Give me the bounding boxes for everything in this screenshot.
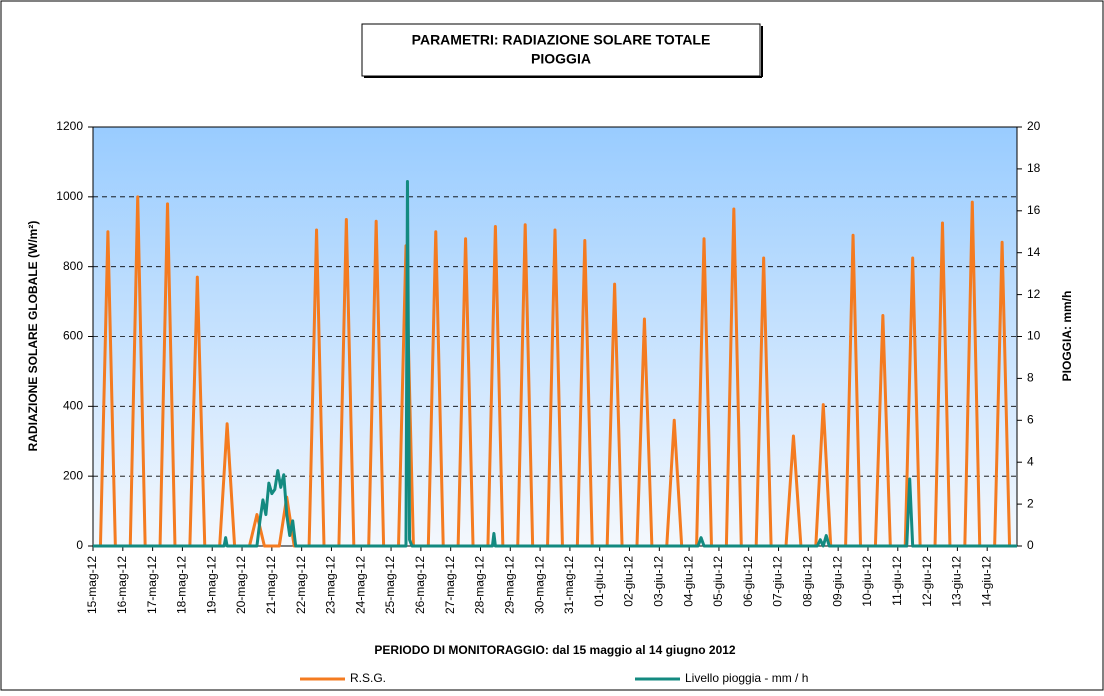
- x-tick-label: 18-mag-12: [175, 556, 189, 614]
- x-tick-label: 17-mag-12: [145, 556, 159, 614]
- y2-tick-label: 20: [1027, 119, 1041, 133]
- x-tick-label: 20-mag-12: [234, 556, 248, 614]
- y-tick-label: 600: [63, 329, 83, 343]
- chart-title: PIOGGIA: [531, 51, 591, 67]
- x-tick-label: 02-giu-12: [622, 556, 636, 607]
- series-line: [93, 179, 1017, 548]
- chart-title: PARAMETRI: RADIAZIONE SOLARE TOTALE: [412, 32, 711, 48]
- x-tick-label: 16-mag-12: [115, 556, 129, 614]
- x-tick-label: 29-mag-12: [502, 556, 516, 614]
- x-tick-label: 12-giu-12: [920, 556, 934, 607]
- y2-axis-title: PIOGGIA: mm/h: [1060, 291, 1074, 382]
- y-tick-label: 1200: [56, 119, 83, 133]
- x-tick-label: 01-giu-12: [592, 556, 606, 607]
- x-tick-label: 03-giu-12: [651, 556, 665, 607]
- title-box: [361, 23, 761, 77]
- x-tick-label: 06-giu-12: [741, 556, 755, 607]
- y2-tick-label: 0: [1027, 538, 1034, 552]
- x-tick-label: 14-giu-12: [979, 556, 993, 607]
- x-tick-label: 26-mag-12: [413, 556, 427, 614]
- y2-tick-label: 6: [1027, 412, 1034, 426]
- x-tick-label: 24-mag-12: [353, 556, 367, 614]
- series-line: [98, 195, 1012, 548]
- legend-label: Livello pioggia - mm / h: [685, 671, 808, 685]
- x-tick-label: 22-mag-12: [294, 556, 308, 614]
- y-tick-label: 200: [63, 468, 83, 482]
- x-tick-label: 11-giu-12: [890, 556, 904, 606]
- x-tick-label: 07-giu-12: [771, 556, 785, 607]
- x-tick-label: 09-giu-12: [830, 556, 844, 607]
- legend: R.S.G. Livello pioggia - mm / h: [300, 671, 808, 685]
- y2-tick-label: 16: [1027, 203, 1041, 217]
- x-tick-label: 30-mag-12: [532, 556, 546, 614]
- y2-tick-label: 12: [1027, 287, 1041, 301]
- x-tick-label: 23-mag-12: [324, 556, 338, 614]
- y2-tick-label: 10: [1027, 329, 1041, 343]
- x-tick-label: 27-mag-12: [443, 556, 457, 614]
- y2-tick-label: 8: [1027, 371, 1034, 385]
- x-tick-label: 31-mag-12: [562, 556, 576, 614]
- x-tick-label: 28-mag-12: [473, 556, 487, 614]
- x-axis-title: PERIODO DI MONITORAGGIO: dal 15 maggio a…: [374, 643, 736, 657]
- x-tick-label: 25-mag-12: [383, 556, 397, 614]
- y-tick-label: 400: [63, 399, 83, 413]
- y-tick-label: 0: [76, 538, 83, 552]
- y-tick-label: 800: [63, 259, 83, 273]
- y2-tick-label: 4: [1027, 454, 1034, 468]
- x-tick-label: 13-giu-12: [950, 556, 964, 607]
- y2-tick-label: 14: [1027, 245, 1041, 259]
- x-tick-label: 21-mag-12: [264, 556, 278, 614]
- y-axis-title: RADIAZIONE SOLARE GLOBALE (W/m²): [26, 221, 40, 452]
- x-tick-label: 05-giu-12: [711, 556, 725, 607]
- x-tick-label: 15-mag-12: [85, 556, 99, 614]
- x-tick-label: 10-giu-12: [860, 556, 874, 607]
- x-tick-label: 08-giu-12: [801, 556, 815, 607]
- legend-label: R.S.G.: [350, 671, 386, 685]
- y2-tick-label: 2: [1027, 496, 1034, 510]
- y2-tick-label: 18: [1027, 161, 1041, 175]
- x-tick-label: 04-giu-12: [681, 556, 695, 607]
- y-tick-label: 1000: [56, 189, 83, 203]
- x-tick-label: 19-mag-12: [204, 556, 218, 614]
